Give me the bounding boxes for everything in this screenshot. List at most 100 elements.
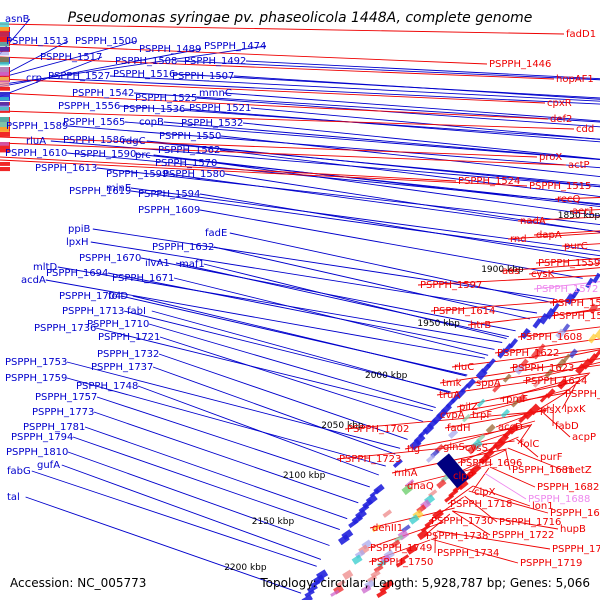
left-connector: [152, 366, 396, 455]
right-label-connectors: [0, 23, 600, 564]
right-connector: [505, 449, 511, 471]
right-connector: [543, 412, 571, 438]
feature-block: [0, 37, 9, 42]
left-connector: [96, 396, 370, 488]
feature-block: [304, 589, 315, 598]
left-feature-label: PSPPH_1781: [23, 422, 85, 433]
left-feature-label: PSPPH_1508: [115, 56, 177, 67]
right-connector: [533, 230, 600, 236]
left-connector: [137, 385, 379, 476]
right-connector: [423, 513, 451, 537]
right-connector: [0, 136, 538, 158]
right-connector: [494, 338, 600, 354]
feature-block: [436, 479, 447, 489]
right-feature-label: proX: [539, 152, 562, 163]
right-feature-labels: fadD1 PSPPH_1446 hopAF1 cpxR def2 cdd proX actP…: [339, 29, 600, 569]
left-connector: [250, 107, 600, 140]
right-feature-label: PSPPH_1608: [520, 332, 582, 343]
right-connector: [0, 23, 565, 35]
feature-block: [478, 453, 491, 465]
left-connector: [133, 92, 600, 123]
right-feature-label: PSPPH_1750: [371, 557, 433, 568]
right-feature-label: tmk: [442, 378, 462, 389]
left-connector: [67, 125, 600, 169]
right-connector: [447, 485, 474, 505]
left-connector: [132, 295, 467, 377]
left-connector: [0, 40, 69, 78]
right-connector: [0, 78, 546, 104]
left-feature-label: PSPPH_1521: [189, 103, 251, 114]
left-connector: [66, 377, 386, 467]
feature-block: [476, 398, 486, 408]
left-connector: [146, 140, 600, 188]
right-connector: [507, 232, 600, 240]
right-feature-label: PSPPH_1622: [497, 348, 559, 359]
right-feature-label: PSPPH_1730: [431, 516, 493, 527]
left-connector: [176, 60, 600, 81]
right-feature-label: PSPPH_1696: [460, 458, 522, 469]
right-feature-label: cvpA: [440, 410, 465, 421]
feature-block: [382, 509, 393, 518]
left-connector: [66, 361, 401, 449]
feature-block: [330, 589, 340, 597]
right-feature-label: PSPPH_1614: [433, 306, 495, 317]
feature-block: [557, 378, 568, 390]
right-feature-label: fadD1: [566, 29, 596, 40]
right-feature-label: def2: [550, 114, 572, 125]
left-connector: [45, 279, 486, 359]
feature-block: [0, 107, 9, 111]
feature-block: [337, 534, 350, 546]
left-feature-label: mltD: [33, 262, 57, 273]
right-connector: [430, 297, 600, 312]
right-feature-label: PSPPH_1695: [550, 508, 600, 519]
feature-block: [539, 393, 549, 403]
right-connector: [0, 56, 555, 80]
left-feature-label: PSPPH_1517: [40, 52, 102, 63]
right-connector: [516, 438, 539, 458]
left-feature-label: PSPPH_1570: [155, 158, 217, 169]
left-connector: [67, 451, 330, 546]
right-connector: [484, 472, 527, 500]
right-feature-label: PSPPH_1734: [437, 548, 499, 559]
right-feature-label: PSPPH_1723: [339, 454, 401, 465]
left-feature-label: PSPPH_1610: [5, 148, 67, 159]
left-feature-label: PSPPH_1753: [5, 357, 67, 368]
right-feature-label: folC: [520, 439, 539, 450]
right-feature-label: PSPPH_1559: [538, 258, 600, 269]
right-connector: [417, 274, 600, 286]
scale-label: 1850 kbp: [558, 211, 600, 221]
left-feature-label: PSPPH_1773: [32, 407, 94, 418]
left-connector: [50, 140, 600, 188]
left-connector: [0, 56, 103, 97]
feature-block: [408, 514, 420, 525]
feature-block: [544, 368, 554, 379]
left-connector: [158, 353, 408, 440]
feature-block: [500, 408, 510, 419]
feature-block: [348, 519, 359, 529]
left-connector: [90, 241, 538, 314]
feature-block: [417, 529, 429, 541]
right-feature-label: PSPPH_1624: [525, 376, 587, 387]
left-label-connectors: [0, 18, 600, 594]
right-feature-label: PSPPH_1749: [370, 543, 432, 554]
left-feature-label: PSPPH_1671: [112, 273, 174, 284]
right-connector: [0, 43, 488, 65]
right-feature-label: PSPPH_1588: [553, 311, 600, 322]
right-feature-label: PSPPH_1711: [552, 544, 600, 555]
left-feature-label: PSPPH_1507: [172, 71, 234, 82]
feature-block: [401, 484, 413, 496]
right-feature-label: PSPPH_1681: [512, 465, 574, 476]
feature-block: [420, 524, 431, 533]
feature-block: [0, 162, 10, 166]
left-connector: [25, 496, 302, 594]
left-feature-label: PSPPH_1613: [35, 163, 97, 174]
left-feature-label: PSPPH_1759: [5, 373, 67, 384]
left-connector: [31, 470, 317, 567]
right-connector: [467, 309, 600, 326]
right-feature-label: PSPPH_1702: [347, 424, 409, 435]
left-feature-label: minE: [106, 183, 131, 194]
left-connector: [0, 45, 267, 86]
right-feature-label: PSPPH_1682: [537, 482, 599, 493]
left-connector: [151, 310, 450, 394]
left-feature-label: PSPPH_1550: [159, 131, 221, 142]
